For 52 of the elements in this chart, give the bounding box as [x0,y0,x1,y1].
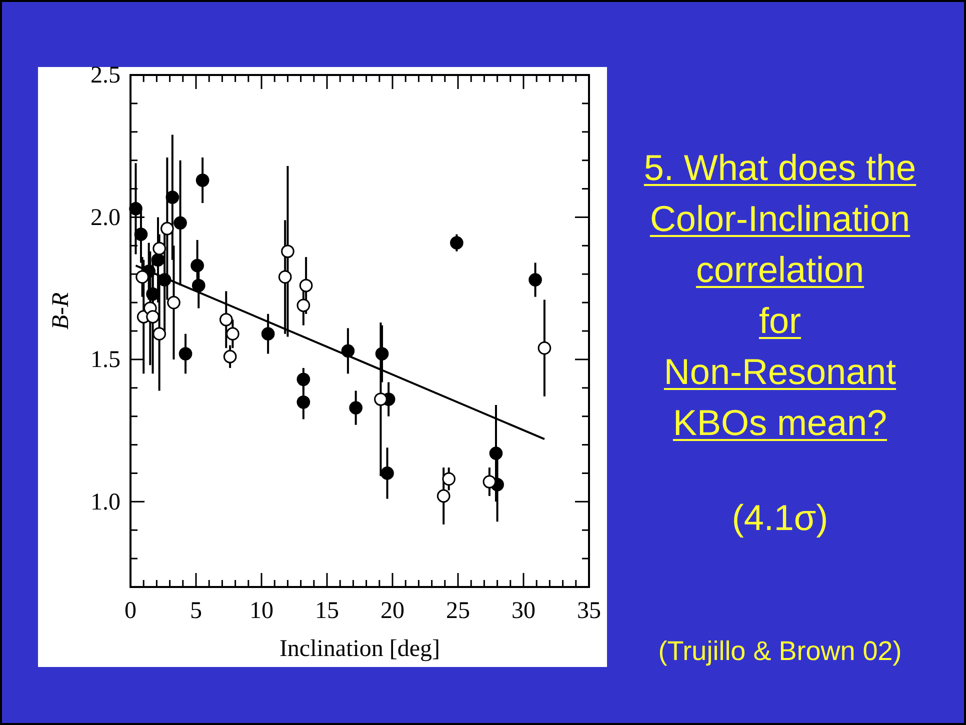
point [538,341,552,355]
x-tick-label: 35 [577,598,601,624]
point [450,236,464,250]
point [374,392,388,406]
point [129,202,142,216]
point [380,466,394,480]
x-tick-label: 20 [380,598,404,624]
x-tick-label: 0 [124,598,136,624]
point [136,270,149,284]
point [296,298,310,312]
point [436,489,450,503]
x-tick-label: 30 [512,598,536,624]
x-tick-label: 5 [190,598,202,624]
text: (4.1σ) [732,497,828,538]
point [442,472,456,486]
point [261,327,275,340]
point [482,475,496,488]
point [281,244,294,258]
point [167,296,180,310]
point [341,344,355,358]
point [299,278,313,292]
point [528,273,542,286]
point [160,222,174,236]
point [196,174,210,187]
point [146,310,160,324]
text: 5. What does the Color-Inclination correlation for Non-Resonant KBOs mean? [644,147,916,443]
point [134,228,148,241]
point [192,278,206,292]
y-tick-label: 2.0 [90,204,120,231]
point [174,216,187,230]
point [296,372,310,386]
x-tick-label: 15 [315,598,339,624]
y-tick-label: 2.5 [90,62,120,89]
point [226,327,240,340]
x-axis-title: Inclination [deg] [279,636,440,662]
text: (Trujillo & Brown 02) [658,636,902,666]
y-tick-label: 1.5 [90,347,120,374]
point [152,327,166,340]
y-tick-label: 1.0 [90,489,120,516]
point [349,401,362,414]
point [296,395,310,409]
point [190,258,204,272]
point [219,312,233,326]
point [223,350,237,364]
point [489,446,503,460]
point [152,242,166,256]
y-axis-title: B-R [48,292,74,330]
x-tick-label: 10 [250,598,274,624]
point [278,270,292,284]
point [178,347,192,360]
x-tick-label: 25 [446,598,470,624]
point [166,190,180,204]
